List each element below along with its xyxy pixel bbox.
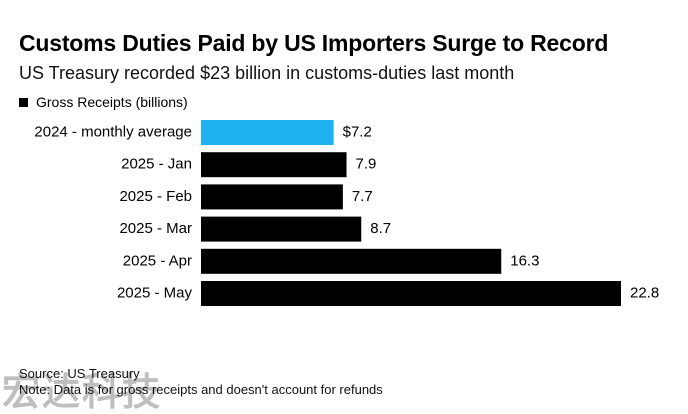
bar	[201, 152, 347, 178]
chart-legend: Gross Receipts (billions)	[19, 94, 188, 110]
category-label: 2025 - May	[117, 284, 193, 301]
value-label: 7.7	[352, 188, 373, 205]
category-label: 2025 - Jan	[121, 156, 192, 173]
footnote: Note: Data is for gross receipts and doe…	[19, 382, 383, 397]
category-label: 2025 - Mar	[119, 220, 192, 237]
value-label: 22.8	[630, 284, 659, 301]
value-label: $7.2	[343, 123, 372, 140]
bar	[201, 248, 502, 274]
category-label: 2024 - monthly average	[34, 123, 192, 140]
legend-label: Gross Receipts (billions)	[36, 94, 188, 110]
bar	[201, 120, 334, 145]
category-label: 2025 - Feb	[119, 188, 192, 205]
category-label: 2025 - Apr	[123, 252, 192, 269]
bar-chart: 2024 - monthly average $7.2 2025 - Jan 7.9 2…	[34, 120, 659, 306]
source-note: Source: US Treasury	[19, 366, 140, 381]
value-label: 7.9	[356, 156, 377, 173]
value-label: 16.3	[510, 252, 539, 269]
value-label: 8.7	[370, 220, 391, 237]
bar	[201, 216, 362, 242]
chart-subtitle: US Treasury recorded $23 billion in cust…	[19, 63, 515, 83]
chart-title: Customs Duties Paid by US Importers Surg…	[19, 30, 609, 56]
bar	[201, 184, 343, 210]
legend-swatch	[19, 97, 28, 107]
bar	[201, 281, 621, 306]
